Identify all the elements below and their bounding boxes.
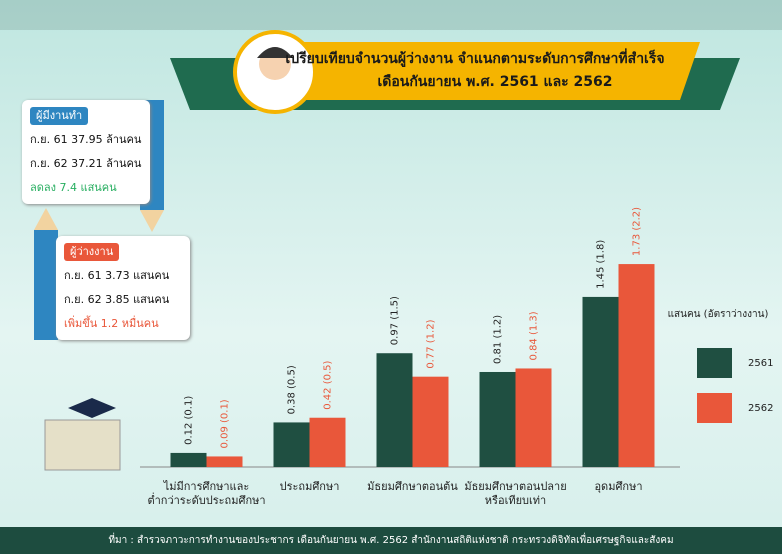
bar bbox=[171, 453, 207, 467]
chart-subtitle: เดือนกันยายน พ.ศ. 2561 และ 2562 bbox=[377, 74, 612, 90]
x-tick-label: อุดมศึกษา bbox=[554, 480, 684, 494]
pencil bbox=[34, 230, 58, 340]
bar bbox=[377, 353, 413, 467]
bar bbox=[480, 372, 516, 467]
value-label: 0.97 (1.5) bbox=[390, 296, 401, 345]
legend-swatch bbox=[697, 348, 732, 378]
legend-label: 2561 bbox=[748, 358, 773, 369]
employed-panel: ผู้มีงานทำ ก.ย. 61 37.95 ล้านคน ก.ย. 62 … bbox=[22, 100, 150, 204]
legend-label: 2562 bbox=[748, 403, 773, 414]
bar bbox=[274, 422, 310, 467]
value-label: 0.09 (0.1) bbox=[220, 399, 231, 448]
legend-swatch bbox=[697, 393, 732, 423]
value-label: 0.38 (0.5) bbox=[287, 365, 298, 414]
source: ที่มา : สำรวจภาวะการทำงานของประชากร เดือ… bbox=[0, 527, 782, 554]
bar bbox=[516, 368, 552, 467]
value-label: 0.84 (1.3) bbox=[529, 311, 540, 360]
panel-line: ก.ย. 62 37.21 ล้านคน bbox=[30, 152, 142, 176]
value-label: 0.81 (1.2) bbox=[493, 315, 504, 364]
value-label: 1.45 (1.8) bbox=[596, 240, 607, 289]
value-label: 0.77 (1.2) bbox=[426, 319, 437, 368]
panel-line: ก.ย. 62 3.85 แสนคน bbox=[64, 288, 182, 312]
bar bbox=[583, 297, 619, 467]
infographic: เปรียบเทียบจำนวนผู้ว่างงาน จำแนกตามระดับ… bbox=[0, 0, 782, 554]
legend-title: แสนคน (อัตราว่างงาน) bbox=[668, 309, 769, 320]
panel-change: ลดลง 7.4 แสนคน bbox=[30, 176, 142, 200]
top-band bbox=[0, 0, 782, 30]
panel-change: เพิ่มขึ้น 1.2 หมื่นคน bbox=[64, 312, 182, 336]
panel-title: ผู้มีงานทำ bbox=[30, 107, 88, 125]
unemployed-panel: ผู้ว่างงาน ก.ย. 61 3.73 แสนคน ก.ย. 62 3.… bbox=[56, 236, 190, 340]
chart-title: เปรียบเทียบจำนวนผู้ว่างงาน จำแนกตามระดับ… bbox=[285, 48, 664, 67]
bar bbox=[310, 418, 346, 467]
grad-cap bbox=[68, 398, 116, 418]
value-label: 0.12 (0.1) bbox=[184, 396, 195, 445]
books bbox=[45, 420, 120, 470]
panel-line: ก.ย. 61 37.95 ล้านคน bbox=[30, 128, 142, 152]
bar bbox=[413, 377, 449, 467]
panel-line: ก.ย. 61 3.73 แสนคน bbox=[64, 264, 182, 288]
bar bbox=[619, 264, 655, 467]
pencil-tip bbox=[140, 210, 164, 232]
bar bbox=[207, 456, 243, 467]
panel-title: ผู้ว่างงาน bbox=[64, 243, 119, 261]
value-label: 1.73 (2.2) bbox=[632, 207, 643, 256]
pencil-tip bbox=[34, 208, 58, 230]
value-label: 0.42 (0.5) bbox=[323, 360, 334, 409]
